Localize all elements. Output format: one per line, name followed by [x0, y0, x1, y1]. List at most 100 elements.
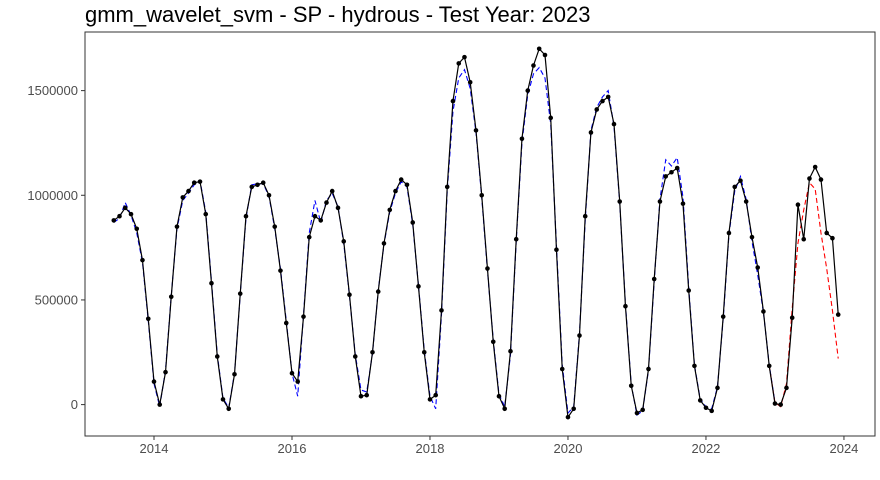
actual-series-point — [784, 385, 789, 391]
actual-series-point — [410, 220, 416, 225]
actual-series-point — [157, 402, 163, 407]
actual-series-point — [404, 182, 410, 188]
actual-series-point — [226, 406, 232, 412]
actual-series-point — [749, 234, 755, 240]
actual-series-point — [163, 369, 168, 375]
actual-series-point — [692, 363, 697, 369]
actual-series-point — [272, 224, 278, 229]
actual-series-point — [669, 169, 674, 175]
actual-series-point — [651, 276, 657, 282]
actual-series-point — [266, 192, 272, 198]
series-layer — [111, 46, 841, 420]
actual-series-point — [720, 314, 726, 319]
actual-series-point — [467, 79, 473, 85]
actual-series-point — [358, 393, 364, 399]
actual-series-point — [697, 398, 703, 403]
actual-series-point — [628, 383, 634, 389]
actual-series-point — [772, 401, 778, 406]
actual-series-point — [237, 291, 243, 296]
actual-series-point — [122, 205, 128, 211]
actual-series-point — [318, 218, 324, 223]
actual-series-point — [214, 354, 220, 359]
actual-series-point — [243, 213, 249, 219]
actual-series-point — [703, 405, 709, 411]
actual-series-point — [387, 207, 393, 213]
y-axis: 0 500000 1000000 1500000 — [27, 83, 85, 412]
actual-series-point — [657, 199, 663, 204]
actual-series-point — [663, 174, 669, 179]
actual-series-point — [795, 202, 801, 207]
actual-series-point — [203, 211, 209, 217]
actual-series-point — [329, 188, 335, 194]
y-tick-label: 0 — [71, 397, 78, 412]
actual-series-point — [577, 333, 582, 338]
actual-series-point — [421, 349, 427, 355]
actual-series-point — [145, 316, 151, 322]
y-tick-label: 500000 — [35, 292, 78, 307]
actual-series-point — [197, 179, 203, 184]
actual-series-point — [335, 205, 341, 211]
actual-series-point — [617, 199, 623, 204]
actual-series-point — [761, 309, 766, 314]
actual-series-point — [565, 414, 571, 420]
actual-series-point — [191, 180, 197, 186]
actual-series-point — [260, 180, 266, 186]
actual-series-point — [743, 199, 749, 204]
actual-series-point — [168, 294, 174, 300]
actual-series-point — [726, 230, 732, 236]
actual-series-point — [674, 165, 680, 171]
actual-series-point — [375, 289, 381, 294]
x-tick-label: 2020 — [554, 441, 583, 456]
actual-series-point — [755, 265, 761, 270]
actual-series-point — [381, 241, 387, 246]
x-tick-label: 2024 — [829, 441, 858, 456]
plot-panel-frame — [84, 31, 876, 437]
actual-series-point — [485, 266, 490, 271]
actual-series-point — [479, 192, 485, 198]
actual-series-point — [531, 63, 536, 68]
actual-series-point — [738, 178, 743, 183]
actual-series-point — [140, 257, 145, 263]
actual-series-point — [255, 182, 260, 188]
actual-series-point — [364, 392, 370, 398]
actual-series-point — [111, 218, 117, 223]
actual-series-point — [398, 177, 404, 182]
actual-series-point — [439, 308, 444, 313]
actual-series-point — [680, 201, 686, 206]
x-tick-label: 2018 — [416, 441, 445, 456]
actual-series-point — [709, 408, 714, 414]
actual-series-point — [370, 349, 375, 355]
actual-series-point — [559, 366, 565, 372]
actual-series-point — [278, 268, 283, 273]
actual-series-point — [232, 371, 237, 377]
actual-series-point — [433, 392, 439, 398]
actual-series-point — [766, 363, 772, 369]
actual-series-point — [306, 234, 312, 240]
actual-series-point — [824, 230, 830, 236]
actual-series-point — [295, 379, 301, 384]
actual-series-point — [117, 213, 122, 219]
x-axis: 2014 2016 2018 2020 2022 2024 — [140, 436, 858, 456]
actual-series-point — [249, 184, 255, 190]
actual-series-point — [209, 280, 214, 286]
actual-series-point — [646, 366, 651, 372]
actual-series-point — [789, 315, 795, 321]
actual-series-point — [324, 200, 329, 205]
actual-series-point — [352, 354, 358, 359]
actual-series-point — [818, 177, 824, 182]
actual-series-point — [605, 94, 611, 100]
actual-series-point — [462, 54, 467, 60]
actual-series-point — [835, 312, 841, 317]
actual-series-point — [450, 98, 456, 104]
actual-series-point — [341, 239, 347, 244]
actual-series-point — [600, 98, 605, 104]
actual-series-point — [594, 107, 600, 112]
actual-series-point — [134, 226, 140, 232]
actual-series-point — [301, 314, 306, 319]
actual-series-point — [186, 188, 191, 194]
actual-series-point — [807, 176, 812, 181]
actual-series-point — [542, 52, 548, 58]
actual-series-point — [490, 339, 496, 345]
y-tick-label: 1000000 — [27, 188, 78, 203]
actual-series-point — [473, 128, 479, 133]
